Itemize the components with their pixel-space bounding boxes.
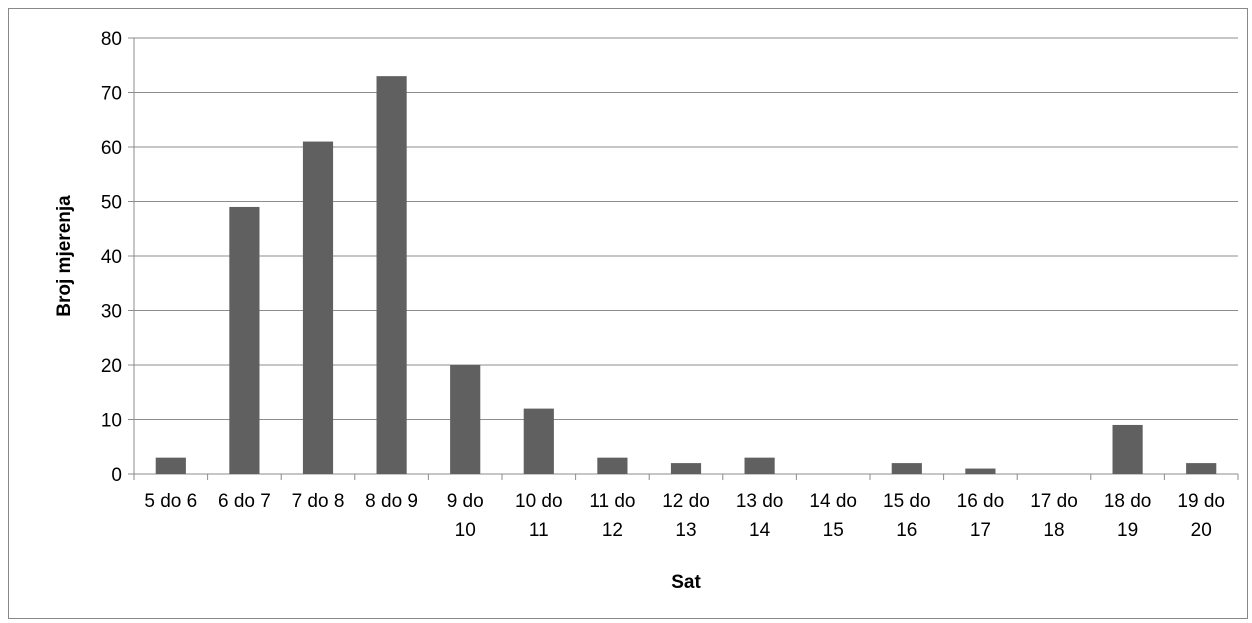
bar bbox=[523, 408, 554, 474]
x-tick-label: 7 do 8 bbox=[292, 491, 345, 512]
x-tick-label: 9 do 10 bbox=[447, 491, 484, 541]
x-tick-label: 13 do 14 bbox=[736, 491, 784, 541]
bar bbox=[376, 76, 407, 475]
x-tick-label: 5 do 6 bbox=[144, 491, 197, 512]
bar bbox=[1186, 463, 1217, 474]
x-tick-label: 10 do 11 bbox=[515, 491, 563, 541]
y-tick-label: 60 bbox=[101, 138, 122, 159]
x-tick-label: 14 do 15 bbox=[809, 491, 857, 541]
bar bbox=[965, 468, 996, 474]
chart-frame bbox=[8, 8, 1248, 619]
bar bbox=[670, 463, 702, 474]
bar bbox=[891, 463, 922, 474]
x-tick-label: 16 do 17 bbox=[957, 491, 1005, 541]
bar bbox=[302, 141, 334, 475]
y-tick-label: 70 bbox=[101, 84, 122, 105]
x-tick-label: 17 do 18 bbox=[1030, 491, 1078, 541]
y-tick-label: 40 bbox=[101, 247, 122, 268]
y-tick-label: 30 bbox=[101, 302, 122, 323]
x-axis-title: Sat bbox=[671, 572, 701, 593]
x-tick-label: 19 do 20 bbox=[1177, 491, 1225, 541]
x-tick-label: 11 do 12 bbox=[589, 491, 635, 541]
x-tick-label: 12 do 13 bbox=[662, 491, 710, 541]
bar bbox=[744, 457, 775, 474]
y-tick-label: 10 bbox=[101, 411, 122, 432]
y-tick-label: 20 bbox=[101, 356, 122, 377]
y-axis-title: Broj mjerenja bbox=[54, 195, 75, 317]
bar bbox=[450, 365, 481, 474]
x-tick-label: 6 do 7 bbox=[218, 491, 271, 512]
x-tick-label: 15 do 16 bbox=[883, 491, 931, 541]
bar bbox=[229, 206, 260, 474]
x-tick-label: 8 do 9 bbox=[365, 491, 418, 512]
y-tick-label: 50 bbox=[101, 193, 122, 214]
bar bbox=[155, 457, 186, 474]
y-tick-label: 0 bbox=[111, 465, 122, 486]
y-tick-label: 80 bbox=[101, 29, 122, 50]
bar bbox=[597, 457, 628, 474]
x-tick-label: 18 do 19 bbox=[1104, 491, 1152, 541]
bar bbox=[1112, 424, 1143, 474]
